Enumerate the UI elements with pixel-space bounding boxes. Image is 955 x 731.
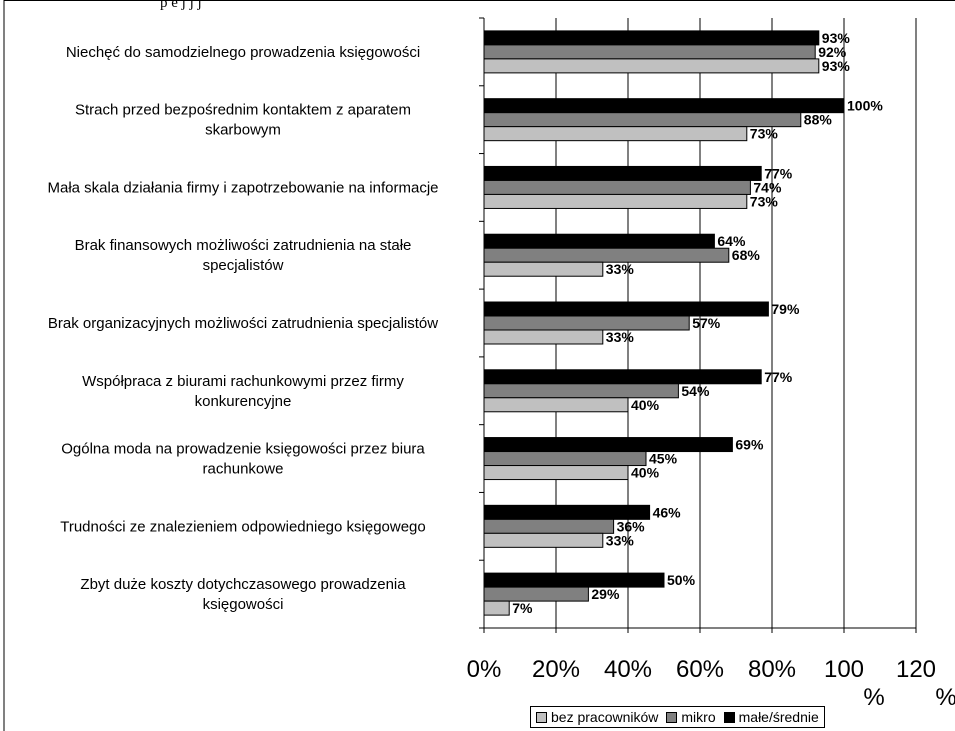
x-tick-label: 120% — [896, 656, 955, 711]
bar — [483, 58, 820, 74]
bar — [483, 451, 647, 467]
value-label: 73% — [750, 193, 779, 209]
x-tick-label: 80% — [748, 656, 796, 683]
value-label: 54% — [681, 383, 710, 399]
bars — [483, 30, 845, 616]
x-tick-label: 100% — [824, 656, 885, 711]
bar — [483, 572, 665, 588]
value-label: 33% — [606, 261, 635, 277]
value-label: 77% — [764, 165, 793, 181]
value-label: 68% — [732, 247, 761, 263]
bar — [483, 261, 604, 277]
x-tick-label: 60% — [676, 656, 724, 683]
legend-label: bez pracowników — [551, 709, 659, 725]
bar — [483, 30, 820, 46]
category-label: Trudności ze znalezieniem odpowiedniego … — [60, 518, 426, 535]
value-label: 33% — [606, 329, 635, 345]
x-tick-labels: 0% 20% 40% 60% 80% 100%120% — [467, 656, 955, 711]
bar — [483, 44, 816, 60]
legend-label: małe/średnie — [738, 709, 819, 725]
value-label: 7% — [512, 600, 533, 616]
category-label: Mała skala działania firmy i zapotrzebow… — [47, 179, 438, 196]
legend: bez pracowników mikro małe/średnie — [530, 706, 825, 728]
legend-label: mikro — [681, 709, 716, 725]
bar — [483, 397, 629, 413]
value-label: 93% — [822, 58, 851, 74]
bar — [483, 465, 629, 481]
bar — [483, 233, 715, 249]
value-label: 40% — [631, 397, 660, 413]
bar — [483, 437, 733, 453]
bar — [483, 98, 845, 114]
bar — [483, 518, 615, 534]
bar — [483, 165, 762, 181]
value-label: 77% — [764, 369, 793, 385]
value-label: 69% — [735, 437, 764, 453]
legend-swatch — [536, 711, 547, 723]
x-tick-label: 20% — [532, 656, 580, 683]
value-label: 45% — [649, 451, 678, 467]
value-label: 100% — [847, 98, 883, 114]
value-label: 33% — [606, 532, 635, 548]
category-label: Ogólna moda na prowadzenie księgowości p… — [61, 441, 425, 478]
category-labels: Niechęć do samodzielnego prowadzenia ksi… — [47, 44, 438, 613]
bar — [483, 315, 690, 331]
value-label: 93% — [822, 30, 851, 46]
value-label: 57% — [692, 315, 721, 331]
value-label: 50% — [667, 572, 696, 588]
value-label: 73% — [750, 126, 779, 142]
category-label: Brak organizacyjnych możliwości zatrudni… — [48, 315, 438, 332]
x-tick-label: 40% — [604, 656, 652, 683]
bar — [483, 586, 589, 602]
value-label: 29% — [591, 586, 620, 602]
bar — [483, 179, 751, 195]
category-label: Strach przed bezpośrednim kontaktem z ap… — [75, 102, 411, 139]
bar — [483, 112, 802, 128]
category-label: Brak finansowych możliwości zatrudnienia… — [75, 237, 412, 274]
legend-swatch — [723, 711, 735, 723]
value-label: 40% — [631, 465, 660, 481]
bar — [483, 126, 748, 142]
bar — [483, 247, 730, 263]
bar — [483, 301, 769, 317]
bar — [483, 383, 679, 399]
x-tick-label: 0% — [467, 656, 502, 683]
bar — [483, 329, 604, 345]
legend-swatch — [666, 711, 678, 723]
value-label: 74% — [753, 179, 782, 195]
value-label: 46% — [653, 504, 682, 520]
legend-item: bez pracowników — [536, 709, 658, 725]
value-label: 64% — [717, 233, 746, 249]
value-label: 92% — [818, 44, 847, 60]
legend-item: małe/średnie — [723, 709, 819, 725]
bar — [483, 600, 510, 616]
axes — [479, 17, 917, 633]
category-label: Współpraca z biurami rachunkowymi przez … — [82, 373, 404, 410]
bar — [483, 369, 762, 385]
bar — [483, 532, 604, 548]
value-labels: 93%92%93%100%88%73%77%74%73%64%68%33%79%… — [512, 30, 883, 616]
bar — [483, 504, 651, 520]
bar — [483, 193, 748, 209]
value-label: 36% — [617, 518, 646, 534]
legend-item: mikro — [666, 709, 716, 725]
value-label: 88% — [804, 112, 833, 128]
value-label: 79% — [771, 301, 800, 317]
category-label: Zbyt duże koszty dotychczasowego prowadz… — [80, 576, 406, 613]
header-text-fragment: p e j j j — [160, 0, 202, 11]
category-label: Niechęć do samodzielnego prowadzenia ksi… — [66, 44, 420, 61]
